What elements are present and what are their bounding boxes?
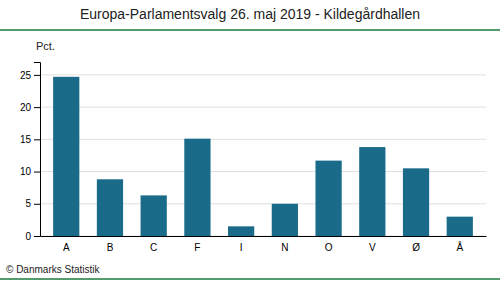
- rule: [0, 278, 500, 280]
- y-tick-mark: [34, 139, 40, 140]
- x-tick: N: [281, 242, 288, 253]
- y-tick: 0: [25, 231, 40, 242]
- y-tick: 15: [20, 134, 40, 145]
- y-tick-mark: [34, 204, 40, 205]
- y-tick-label: 25: [20, 70, 32, 81]
- x-tick: Ø: [412, 242, 420, 253]
- bar: [228, 226, 254, 236]
- y-tick-label: 5: [25, 198, 31, 209]
- y-tick-mark: [34, 75, 40, 76]
- x-tick: V: [369, 242, 376, 253]
- grid-line: [40, 107, 486, 108]
- x-tick-label: A: [63, 242, 70, 253]
- bar: [359, 147, 385, 236]
- grid: [40, 75, 486, 236]
- x-tick-label: O: [325, 242, 333, 253]
- x-tick-label: Ø: [412, 242, 420, 253]
- grid-line: [40, 139, 486, 140]
- x-tick-label: C: [150, 242, 157, 253]
- x-axis-line: [41, 236, 487, 237]
- x-tick: B: [107, 242, 114, 253]
- x-tick-label: I: [240, 242, 243, 253]
- x-tick: Å: [456, 241, 463, 253]
- y-tick-label: 10: [20, 166, 32, 177]
- y-tick: 25: [20, 70, 40, 81]
- bars: [53, 77, 473, 236]
- y-tick-mark: [34, 172, 40, 173]
- x-tick-label: F: [194, 242, 200, 253]
- bar: [315, 161, 341, 236]
- y-tick: 10: [20, 166, 40, 177]
- y-axis: 0 5 10 15 20 25: [20, 63, 41, 242]
- footer: © Danmarks Statistik: [6, 264, 101, 275]
- bar: [53, 77, 79, 236]
- x-tick-label: Å: [456, 241, 463, 253]
- bar: [97, 179, 123, 236]
- bar: [141, 195, 167, 236]
- bar: [272, 204, 298, 236]
- x-tick: F: [194, 242, 200, 253]
- x-tick: C: [150, 242, 157, 253]
- x-axis: ABCFINOVØÅ: [41, 237, 487, 254]
- rule: [0, 29, 500, 31]
- plot: 0 5 10 15 20 25 A B C F I N O V Ø Å Pct.: [20, 40, 487, 253]
- x-tick-label: V: [369, 242, 376, 253]
- x-tick-label: N: [281, 242, 288, 253]
- bar: [403, 168, 429, 236]
- y-tick-mark: [34, 107, 40, 108]
- title: Europa-Parlamentsvalg 26. maj 2019 - Kil…: [80, 6, 420, 22]
- x-tick: I: [240, 242, 243, 253]
- x-tick: O: [325, 242, 333, 253]
- bar: [184, 139, 210, 236]
- y-axis-line: [34, 63, 41, 237]
- y-tick-label: 15: [20, 134, 32, 145]
- y-tick: 5: [25, 198, 40, 209]
- y-tick-label: 20: [20, 102, 32, 113]
- y-axis-label: Pct.: [36, 40, 55, 52]
- x-tick: A: [63, 242, 70, 253]
- y-tick-label: 0: [25, 231, 31, 242]
- y-tick-mark: [34, 236, 40, 237]
- y-tick: 20: [20, 102, 40, 113]
- bar: [447, 217, 473, 236]
- grid-line: [40, 74, 486, 75]
- chart: Europa-Parlamentsvalg 26. maj 2019 - Kil…: [0, 0, 500, 282]
- x-tick-label: B: [107, 242, 114, 253]
